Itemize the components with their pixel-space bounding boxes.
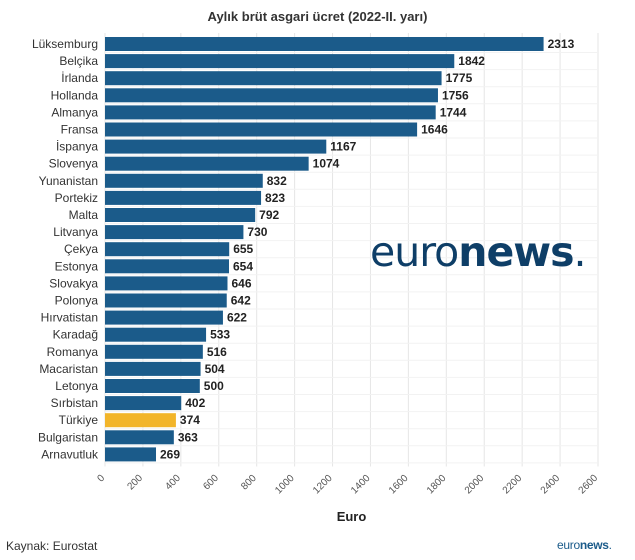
value-label: 1167 [330, 140, 356, 154]
x-tick-label: 2200 [501, 473, 525, 497]
euronews-footer-logo: euronews. [557, 538, 612, 552]
bar-4 [105, 105, 436, 120]
bar-24 [105, 447, 157, 462]
value-label: 2313 [548, 37, 575, 51]
bar-18 [105, 344, 203, 359]
x-tick-label: 1400 [349, 473, 373, 497]
value-label: 654 [233, 259, 253, 273]
source-note: Kaynak: Eurostat [6, 539, 98, 553]
category-label: Slovakya [49, 276, 98, 290]
category-label: Slovenya [49, 157, 99, 171]
bar-1 [105, 54, 455, 69]
value-label: 500 [204, 379, 224, 393]
value-label: 792 [259, 208, 279, 222]
bar-14 [105, 276, 228, 291]
labels: Lüksemburg 2313 Belçika 1842 İrlanda 1775 Holl… [32, 37, 575, 461]
bar-21 [105, 396, 182, 411]
bar-5 [105, 122, 418, 137]
x-tick-label: 800 [239, 473, 259, 493]
value-label: 516 [207, 345, 227, 359]
category-label: Almanya [51, 105, 98, 119]
bar-9 [105, 190, 262, 205]
value-label: 622 [227, 311, 247, 325]
value-label: 1842 [458, 54, 485, 68]
bar-22 [105, 413, 176, 428]
value-label: 832 [267, 174, 287, 188]
value-label: 374 [180, 413, 200, 427]
value-label: 655 [233, 242, 253, 256]
chart-title: Aylık brüt asgari ücret (2022-II. yarı) [207, 9, 428, 24]
bars [105, 37, 544, 462]
category-label: Malta [69, 208, 99, 222]
category-label: İrlanda [61, 71, 98, 85]
bar-3 [105, 88, 438, 103]
x-tick-label: 1200 [311, 473, 335, 497]
category-label: Romanya [47, 345, 99, 359]
euronews-watermark-logo: euronews. [370, 228, 587, 276]
value-label: 642 [231, 294, 251, 308]
value-label: 269 [160, 447, 180, 461]
category-label: Macaristan [39, 362, 98, 376]
category-label: Fransa [61, 123, 99, 137]
category-label: Portekiz [55, 191, 98, 205]
x-tick-label: 2600 [577, 473, 601, 497]
x-tick-label: 0 [95, 473, 107, 485]
category-label: Arnavutluk [41, 447, 99, 461]
x-axis: 0 200 400 600 800 1000 1200 1400 1600 1800 2000 220… [95, 473, 600, 524]
value-label: 533 [210, 328, 230, 342]
bar-8 [105, 173, 263, 188]
x-axis-title: Euro [337, 509, 367, 524]
value-label: 504 [205, 362, 225, 376]
bar-13 [105, 259, 230, 274]
bar-chart: Lüksemburg 2313 Belçika 1842 İrlanda 1775 Holl… [32, 33, 600, 524]
x-tick-label: 600 [201, 473, 221, 493]
bar-17 [105, 327, 207, 342]
value-label: 402 [185, 396, 205, 410]
x-tick-label: 2400 [539, 473, 563, 497]
value-label: 1074 [313, 157, 340, 171]
value-label: 1756 [442, 88, 469, 102]
value-label: 646 [231, 276, 251, 290]
x-tick-label: 2000 [463, 473, 487, 497]
category-label: Hollanda [51, 88, 99, 102]
category-label: Çekya [64, 242, 98, 256]
category-label: Yunanistan [39, 174, 98, 188]
x-tick-label: 400 [163, 473, 183, 493]
category-label: Türkiye [59, 413, 99, 427]
value-label: 823 [265, 191, 285, 205]
bar-16 [105, 310, 223, 325]
category-label: Polonya [55, 294, 99, 308]
x-tick-label: 200 [125, 473, 145, 493]
category-label: Belçika [59, 54, 98, 68]
bar-2 [105, 71, 442, 86]
category-label: Lüksemburg [32, 37, 98, 51]
bar-10 [105, 208, 256, 222]
bar-0 [105, 37, 544, 51]
bar-6 [105, 139, 327, 154]
x-tick-label: 1600 [387, 473, 411, 497]
value-label: 363 [178, 430, 198, 444]
bar-19 [105, 361, 201, 376]
category-label: Bulgaristan [38, 430, 98, 444]
bar-23 [105, 430, 174, 445]
value-label: 1646 [421, 123, 448, 137]
bar-20 [105, 379, 200, 393]
category-label: Letonya [55, 379, 98, 393]
category-label: Sırbistan [51, 396, 98, 410]
category-label: Litvanya [53, 225, 98, 239]
bar-11 [105, 225, 244, 240]
value-label: 1744 [440, 105, 467, 119]
category-label: Karadağ [53, 328, 98, 342]
category-label: İspanya [56, 140, 98, 154]
x-tick-label: 1800 [425, 473, 449, 497]
x-tick-label: 1000 [273, 473, 297, 497]
bar-7 [105, 156, 309, 171]
category-label: Estonya [55, 259, 99, 273]
category-label: Hırvatistan [41, 311, 98, 325]
bar-15 [105, 293, 227, 308]
value-label: 1775 [446, 71, 473, 85]
bar-12 [105, 242, 230, 257]
value-label: 730 [247, 225, 267, 239]
